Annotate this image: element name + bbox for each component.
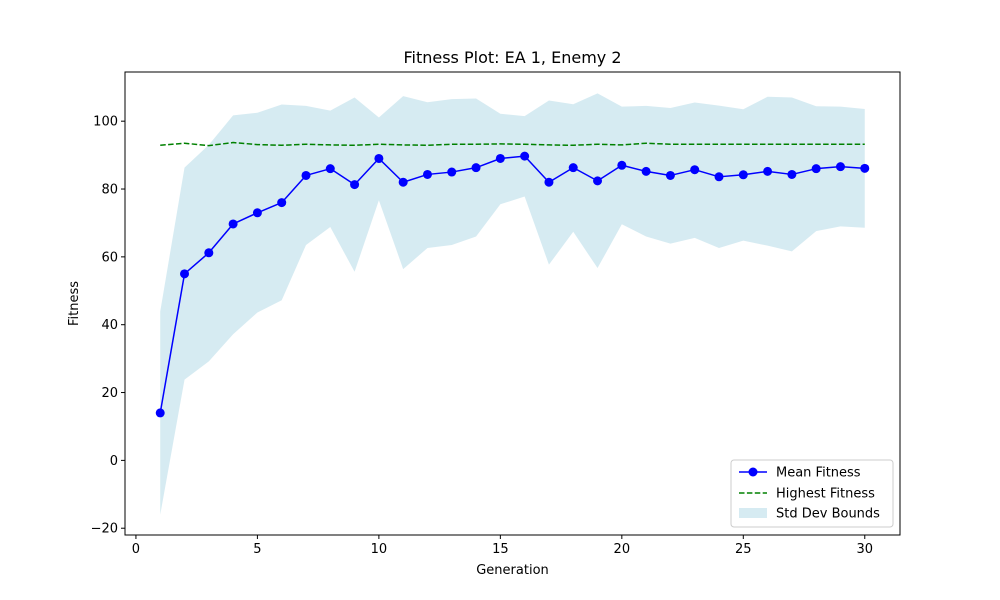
mean-fitness-point: [204, 248, 214, 258]
legend-std-dev-label: Std Dev Bounds: [776, 507, 880, 522]
mean-fitness-point: [277, 198, 287, 208]
std-dev-band-layer: [160, 93, 865, 515]
y-tick-label: 20: [101, 386, 118, 401]
mean-fitness-point: [617, 160, 627, 170]
mean-fitness-point: [374, 153, 384, 163]
mean-fitness-point: [787, 169, 797, 179]
series-marker-layer: [155, 151, 870, 418]
mean-fitness-point: [520, 151, 530, 161]
mean-fitness-point: [641, 166, 651, 176]
x-tick-label: 10: [371, 542, 388, 557]
mean-fitness-point: [860, 163, 870, 173]
y-tick-label: 80: [101, 183, 118, 198]
y-axis: −20 0 20 40 60 80 100: [91, 115, 125, 537]
mean-fitness-point: [228, 219, 238, 229]
chart-title: Fitness Plot: EA 1, Enemy 2: [403, 48, 621, 67]
legend-highest-fitness-label: Highest Fitness: [776, 487, 875, 502]
y-tick-label: 40: [101, 318, 118, 333]
mean-fitness-point: [180, 269, 190, 279]
legend-std-dev-swatch: [739, 508, 767, 518]
mean-fitness-point: [398, 177, 408, 187]
mean-fitness-point: [325, 164, 335, 174]
mean-fitness-point: [252, 208, 262, 218]
y-tick-label: 60: [101, 250, 118, 265]
y-tick-label: −20: [91, 522, 118, 537]
mean-fitness-point: [350, 180, 360, 190]
plot-frame: [124, 71, 901, 536]
mean-fitness-point: [714, 172, 724, 182]
mean-fitness-point: [495, 153, 505, 163]
legend: Mean Fitness Highest Fitness Std Dev Bou…: [730, 459, 894, 528]
x-tick-label: 5: [253, 542, 261, 557]
mean-fitness-point: [301, 170, 311, 180]
mean-fitness-point: [544, 177, 554, 187]
mean-fitness-point: [811, 164, 821, 174]
y-axis-label: Fitness: [67, 281, 82, 326]
mean-fitness-point: [155, 408, 165, 418]
mean-fitness-point: [738, 170, 748, 180]
x-tick-label: 30: [856, 542, 873, 557]
y-tick-label: 0: [110, 454, 118, 469]
legend-mean-fitness-label: Mean Fitness: [776, 466, 861, 481]
x-tick-label: 15: [492, 542, 509, 557]
mean-fitness-point: [763, 166, 773, 176]
legend-frame: [730, 459, 894, 528]
mean-fitness-point: [665, 170, 675, 180]
mean-fitness-point: [422, 169, 432, 179]
mean-fitness-point: [447, 167, 457, 177]
highest-fitness-line: [160, 141, 865, 147]
x-tick-label: 20: [614, 542, 631, 557]
mean-fitness-point: [568, 163, 578, 173]
x-axis: 0 5 10 15 20 25 30: [132, 535, 873, 557]
x-tick-label: 0: [132, 542, 140, 557]
legend-mean-fitness-marker: [748, 467, 758, 477]
mean-fitness-point: [593, 176, 603, 186]
x-axis-label: Generation: [476, 563, 549, 578]
mean-fitness-point: [690, 165, 700, 175]
mean-fitness-point: [835, 162, 845, 172]
mean-fitness-point: [471, 163, 481, 173]
x-tick-label: 25: [735, 542, 752, 557]
std-dev-bounds-band: [160, 93, 865, 515]
y-tick-label: 100: [93, 115, 118, 130]
